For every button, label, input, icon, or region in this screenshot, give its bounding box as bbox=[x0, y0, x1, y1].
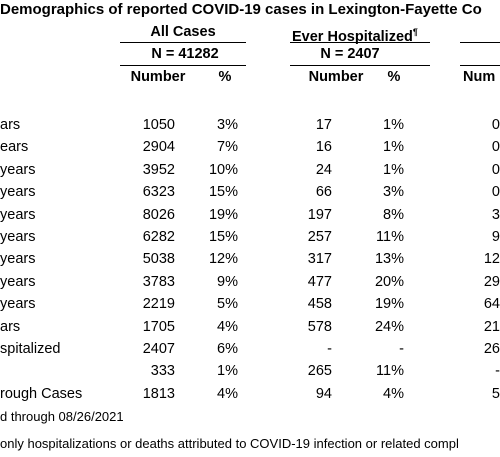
row-label: years bbox=[0, 296, 36, 313]
column-header: Number bbox=[130, 69, 186, 85]
cell: 197 bbox=[307, 206, 332, 223]
table-title: Demographics of reported COVID-19 cases … bbox=[0, 1, 482, 18]
cell: 15% bbox=[208, 229, 238, 245]
row-label: rough Cases bbox=[0, 385, 83, 402]
cell: 1% bbox=[383, 139, 404, 156]
cell: 16 bbox=[315, 139, 332, 156]
cell: 15% bbox=[208, 184, 238, 201]
cell: 2407 bbox=[142, 341, 175, 357]
row-label: years bbox=[0, 161, 36, 178]
cell: 1% bbox=[383, 117, 404, 133]
cell: 94 bbox=[315, 385, 332, 402]
group-header: All Cases bbox=[150, 24, 216, 40]
cell: 19% bbox=[208, 206, 238, 223]
cell: 1% bbox=[217, 363, 238, 380]
cell: 2904 bbox=[142, 139, 175, 156]
cell: 6323 bbox=[142, 184, 175, 201]
cell: 21 bbox=[483, 318, 500, 335]
row-label: years bbox=[0, 273, 36, 290]
row-label: years bbox=[0, 229, 36, 245]
cell: 20% bbox=[374, 273, 404, 290]
header-rule bbox=[120, 65, 246, 66]
cell: 3% bbox=[383, 184, 404, 201]
cell: 0 bbox=[491, 184, 500, 201]
cell: 12% bbox=[208, 251, 238, 268]
header-rule bbox=[460, 42, 500, 43]
group-n: N = 2407 bbox=[320, 46, 380, 62]
cell: 8% bbox=[383, 206, 404, 223]
cell: 13% bbox=[374, 251, 404, 268]
cell: 1050 bbox=[142, 117, 175, 133]
cell: 1% bbox=[383, 161, 404, 178]
cell: 257 bbox=[307, 229, 332, 245]
footnote-mark: ¶ bbox=[412, 27, 418, 37]
cell: 0 bbox=[491, 139, 500, 156]
cell: 5 bbox=[491, 385, 500, 402]
cell: 3 bbox=[491, 206, 500, 223]
row-label: years bbox=[0, 184, 36, 201]
cell: 17 bbox=[315, 117, 332, 133]
row-label: ars bbox=[0, 318, 21, 335]
cell: 11% bbox=[376, 363, 404, 380]
cell: 2219 bbox=[142, 296, 175, 313]
cell: 19% bbox=[374, 296, 404, 313]
cell: 6282 bbox=[142, 229, 175, 245]
column-header: Number bbox=[308, 69, 364, 85]
cell: 66 bbox=[315, 184, 332, 201]
cell: 6% bbox=[217, 341, 238, 357]
footnote: d through 08/26/2021 bbox=[0, 409, 124, 424]
header-rule bbox=[120, 42, 246, 43]
cell: - bbox=[399, 341, 404, 357]
row-label: ears bbox=[0, 139, 29, 156]
cell: 10% bbox=[208, 161, 238, 178]
cell: 458 bbox=[307, 296, 332, 313]
cell: 11% bbox=[376, 229, 404, 245]
header-rule bbox=[460, 65, 500, 66]
cell: 5038 bbox=[142, 251, 175, 268]
cell: 12 bbox=[483, 251, 500, 268]
row-label: years bbox=[0, 251, 36, 268]
cell: 333 bbox=[150, 363, 175, 380]
cell: 3783 bbox=[142, 273, 175, 290]
cell: 477 bbox=[307, 273, 332, 290]
cell: 0 bbox=[491, 117, 500, 133]
cell: 24% bbox=[374, 318, 404, 335]
cell: 9 bbox=[491, 229, 500, 245]
header-rule bbox=[290, 42, 430, 43]
cell: 8026 bbox=[142, 206, 175, 223]
row-label: years bbox=[0, 206, 36, 223]
column-header: % bbox=[218, 69, 232, 85]
cell: 1705 bbox=[142, 318, 175, 335]
cell: 1813 bbox=[142, 385, 175, 402]
group-header: Ever Hospitalized¶ bbox=[292, 23, 418, 46]
column-header: % bbox=[387, 69, 401, 85]
cell: - bbox=[495, 363, 500, 380]
cell: 64 bbox=[483, 296, 500, 313]
cell: 578 bbox=[307, 318, 332, 335]
cell: 0 bbox=[491, 161, 500, 178]
group-label: Ever Hospitalized bbox=[292, 28, 413, 45]
cell: 9% bbox=[217, 273, 238, 290]
cell: 26 bbox=[483, 341, 500, 357]
cell: 317 bbox=[307, 251, 332, 268]
group-n: N = 41282 bbox=[151, 46, 219, 62]
cell: 29 bbox=[483, 273, 500, 290]
cell: 5% bbox=[217, 296, 238, 313]
column-header: Num bbox=[463, 69, 496, 85]
cell: - bbox=[327, 341, 332, 357]
row-label: spitalized bbox=[0, 341, 61, 357]
row-label: ars bbox=[0, 117, 21, 133]
cell: 4% bbox=[383, 385, 404, 402]
footnote: only hospitalizations or deaths attribut… bbox=[0, 436, 459, 451]
cell: 265 bbox=[307, 363, 332, 380]
cell: 3% bbox=[217, 117, 238, 133]
cell: 4% bbox=[217, 385, 238, 402]
cell: 3952 bbox=[142, 161, 175, 178]
cell: 7% bbox=[217, 139, 238, 156]
cell: 4% bbox=[217, 318, 238, 335]
cell: 24 bbox=[315, 161, 332, 178]
header-rule bbox=[290, 65, 430, 66]
